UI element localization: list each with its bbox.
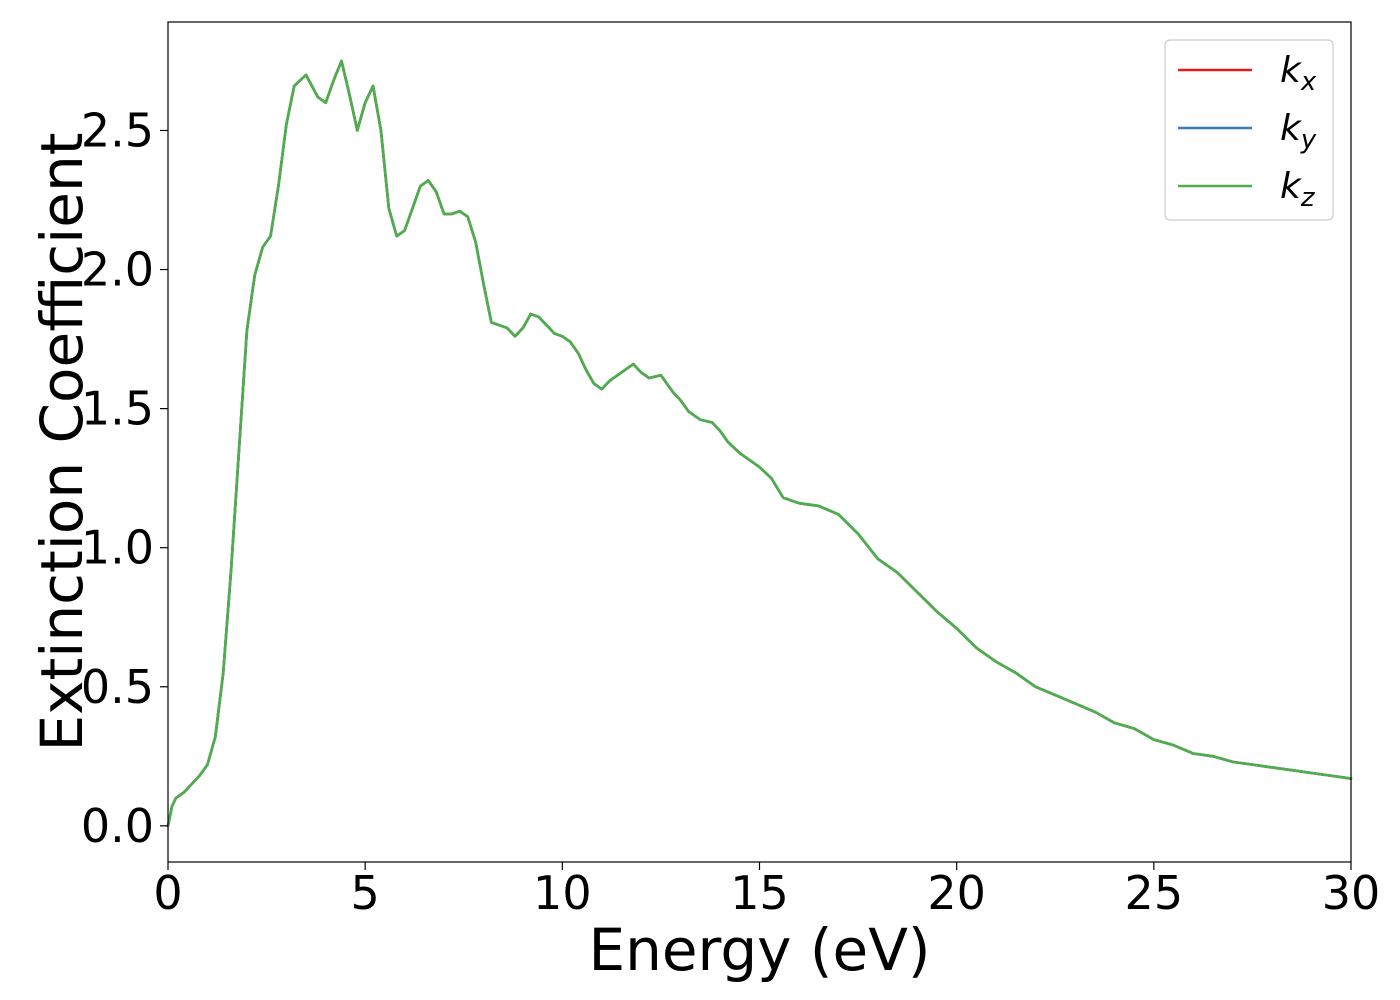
legend-label-z: kz: [1280, 166, 1316, 213]
y-tick-label: 0.0: [81, 799, 154, 853]
y-tick-label: 1.0: [81, 521, 154, 575]
x-tick-label: 30: [1322, 866, 1381, 920]
y-axis-label: Extinction Coefficient: [28, 133, 96, 752]
y-tick-label: 2.0: [81, 243, 154, 297]
legend-label-y: ky: [1280, 108, 1317, 155]
x-tick-label: 25: [1125, 866, 1184, 920]
x-axis-ticks: 0 5 10 15 20 25 30: [153, 862, 1380, 920]
y-tick-label: 0.5: [81, 660, 154, 714]
y-tick-label: 2.5: [81, 103, 154, 157]
x-axis-label: Energy (eV): [588, 916, 930, 984]
legend: kx ky kz: [1164, 39, 1334, 221]
series-layer: [166, 59, 1353, 828]
x-tick-label: 5: [351, 866, 380, 920]
legend-label-x: kx: [1280, 50, 1317, 97]
y-axis-ticks: 0.0 0.5 1.0 1.5 2.0 2.5: [81, 103, 168, 853]
x-tick-label: 15: [730, 866, 789, 920]
y-tick-label: 1.5: [81, 382, 154, 436]
legend-box: [1164, 39, 1334, 221]
x-tick-label: 20: [927, 866, 986, 920]
x-tick-label: 0: [153, 866, 182, 920]
series-line-z: [166, 59, 1353, 828]
x-tick-label: 10: [533, 866, 592, 920]
